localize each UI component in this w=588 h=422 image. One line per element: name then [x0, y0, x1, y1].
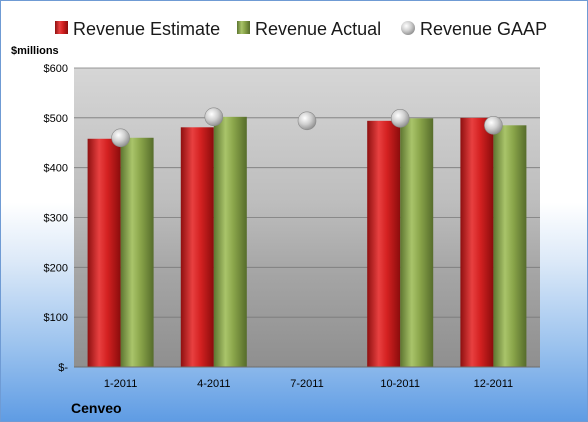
- bar-revenue-actual: [400, 118, 434, 367]
- y-tick-label: $300: [44, 213, 68, 225]
- legend-item-revenue-gaap: Revenue GAAP: [401, 19, 547, 39]
- legend-marker-revenue-gaap: [401, 21, 415, 35]
- bar-revenue-actual: [120, 137, 154, 367]
- bar-revenue-actual: [493, 125, 527, 367]
- bar-revenue-actual: [213, 116, 247, 367]
- x-tick-label: 10-2011: [380, 378, 420, 390]
- y-tick-label: $600: [44, 63, 68, 75]
- marker-revenue-gaap: [484, 116, 503, 135]
- bar-revenue-estimate: [460, 117, 494, 367]
- bar-revenue-estimate: [180, 127, 214, 367]
- legend-label-revenue-estimate: Revenue Estimate: [73, 19, 220, 39]
- y-tick-label: $-: [58, 362, 68, 374]
- marker-revenue-gaap: [297, 111, 317, 131]
- y-axis-ticks: $- $100 $200 $300 $400 $500 $600: [44, 63, 69, 374]
- y-axis-unit-label: $millions: [11, 45, 59, 57]
- marker-revenue-gaap: [390, 109, 410, 128]
- legend-label-revenue-actual: Revenue Actual: [255, 19, 381, 39]
- x-axis-ticks: 1-2011 4-2011 7-2011 10-2011 12-2011: [104, 378, 513, 390]
- company-name: Cenveo: [71, 400, 122, 416]
- legend-swatch-revenue-actual: [237, 21, 250, 34]
- bar-revenue-estimate: [367, 120, 401, 367]
- chart-legend: Revenue Estimate Revenue Actual Revenue …: [55, 19, 547, 39]
- legend-swatch-revenue-estimate: [55, 21, 68, 34]
- gaap-markers: [111, 107, 503, 148]
- bar-revenue-estimate: [87, 138, 121, 367]
- legend-item-revenue-estimate: Revenue Estimate: [55, 19, 220, 39]
- bars: [87, 116, 527, 367]
- x-tick-label: 4-2011: [197, 378, 230, 390]
- marker-revenue-gaap: [111, 128, 130, 148]
- marker-revenue-gaap: [204, 107, 224, 127]
- legend-label-revenue-gaap: Revenue GAAP: [420, 19, 547, 39]
- y-tick-label: $100: [44, 312, 68, 324]
- y-tick-label: $500: [44, 113, 68, 125]
- legend-item-revenue-actual: Revenue Actual: [237, 19, 381, 39]
- x-tick-label: 12-2011: [474, 378, 514, 390]
- y-tick-label: $400: [44, 163, 68, 175]
- x-tick-label: 1-2011: [104, 378, 137, 390]
- x-tick-label: 7-2011: [290, 378, 323, 390]
- y-tick-label: $200: [44, 262, 68, 274]
